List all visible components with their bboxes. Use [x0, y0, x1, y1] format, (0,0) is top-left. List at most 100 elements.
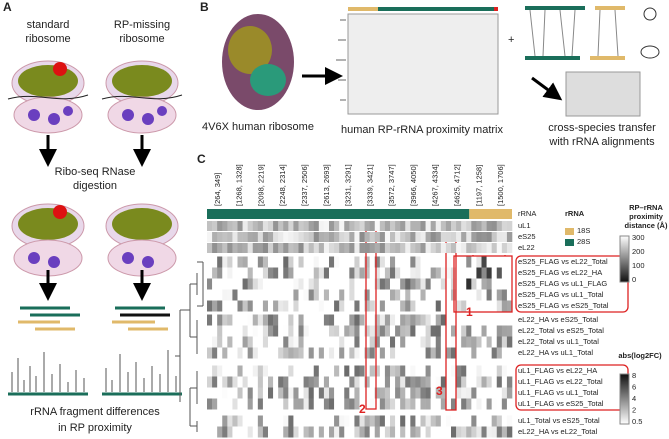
cell [257, 336, 264, 348]
row-label: eS25_FLAG vs uL1_Total [518, 290, 604, 299]
cell [313, 426, 320, 438]
cell [501, 243, 508, 253]
cell [379, 267, 386, 279]
cell [430, 325, 437, 337]
cell [268, 243, 274, 253]
row-label: eL22_HA vs uL1_Total [518, 348, 593, 357]
cell [405, 347, 411, 359]
legend-tick: 100 [632, 261, 645, 270]
cell [379, 426, 386, 438]
cell [318, 267, 325, 279]
cell [227, 376, 233, 388]
cell [313, 415, 320, 427]
cell [400, 336, 406, 348]
column-label: [3339, 3421] [365, 164, 374, 206]
cell [339, 232, 345, 242]
cell [212, 365, 218, 377]
cell [273, 221, 279, 231]
cell [237, 426, 243, 438]
cell [303, 243, 309, 253]
cell [323, 278, 330, 290]
cell [329, 365, 335, 377]
cell [440, 278, 447, 290]
cell [232, 221, 238, 231]
cell [217, 267, 223, 279]
cell [456, 325, 462, 337]
cell [298, 336, 304, 348]
cell [262, 426, 269, 438]
cell [288, 365, 294, 377]
cell [456, 256, 462, 268]
cell [278, 325, 284, 337]
callout-number: 1 [466, 305, 473, 319]
cell [339, 289, 345, 301]
cell [410, 398, 416, 410]
cell [308, 325, 315, 337]
cell [364, 365, 370, 377]
cell [405, 365, 411, 377]
cell [288, 289, 294, 301]
cell [501, 300, 508, 312]
caption: ribosome [25, 33, 70, 45]
cell [425, 256, 431, 268]
cell [410, 300, 416, 312]
cell [440, 426, 447, 438]
cell [242, 347, 248, 359]
cell [491, 278, 498, 290]
cell [252, 232, 259, 242]
cell [222, 336, 228, 348]
cell [445, 278, 452, 290]
cell [237, 415, 243, 427]
cell [379, 232, 386, 242]
cell [339, 376, 345, 388]
cell [232, 415, 238, 427]
cell [369, 300, 376, 312]
cell [278, 347, 284, 359]
cell [217, 325, 223, 337]
cell [466, 365, 472, 377]
cell [420, 314, 426, 326]
cell [283, 243, 289, 253]
cell [323, 221, 330, 231]
cell [369, 365, 376, 377]
cell [329, 398, 335, 410]
cell [430, 289, 437, 301]
cell [466, 221, 472, 231]
cell [278, 365, 284, 377]
cell [212, 415, 218, 427]
cell [212, 376, 218, 388]
cell [445, 221, 452, 231]
cell [466, 278, 472, 290]
cell [456, 387, 462, 399]
cell [318, 314, 325, 326]
cell [349, 267, 355, 279]
cell [323, 426, 330, 438]
cell [384, 365, 391, 377]
cell [278, 278, 284, 290]
cell [466, 314, 472, 326]
cell [207, 289, 213, 301]
cell [476, 232, 482, 242]
cell [242, 300, 248, 312]
cell [384, 232, 391, 242]
cell [486, 426, 492, 438]
cell [384, 347, 391, 359]
cell [262, 376, 269, 388]
cell [415, 221, 421, 231]
cell [481, 426, 487, 438]
cell [247, 300, 254, 312]
cell [496, 289, 503, 301]
cell [445, 398, 452, 410]
cell [212, 232, 218, 242]
cell [395, 365, 401, 377]
cell [501, 314, 508, 326]
cell [481, 267, 487, 279]
cell [384, 387, 391, 399]
cell [288, 278, 294, 290]
cell [456, 243, 462, 253]
cell [379, 365, 386, 377]
cell [334, 289, 340, 301]
cell [344, 300, 350, 312]
cell [262, 243, 269, 253]
cell [257, 243, 264, 253]
